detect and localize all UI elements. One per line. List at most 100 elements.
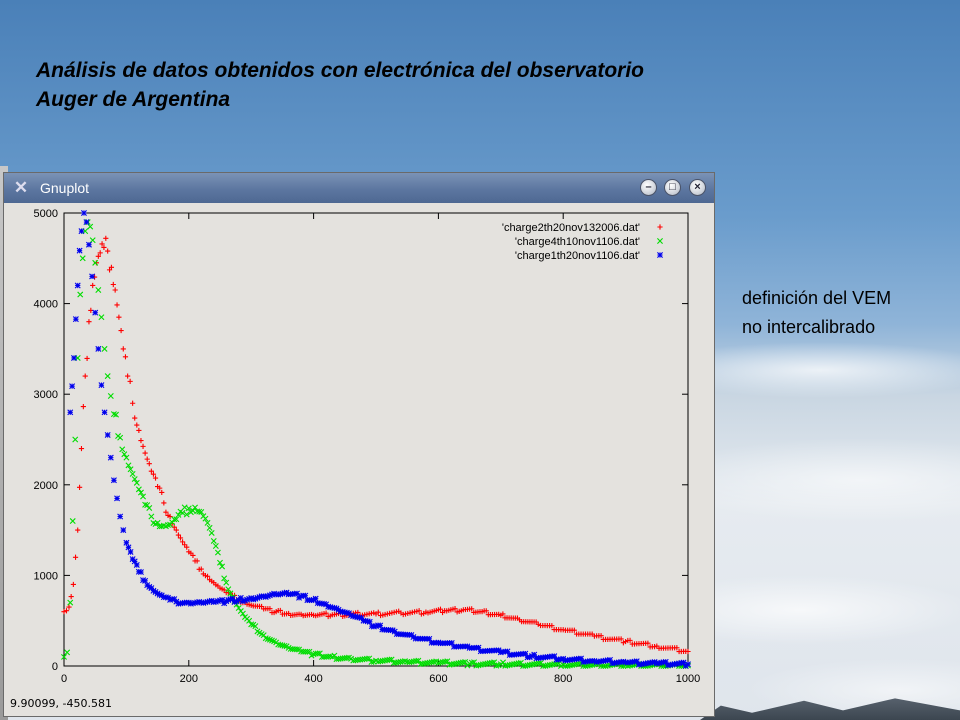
data-point: [119, 446, 126, 453]
data-point: [406, 659, 413, 666]
y-tick-label: 2000: [34, 480, 58, 492]
data-point: [107, 454, 114, 461]
data-point: [446, 661, 453, 668]
minimize-icon[interactable]: –: [640, 179, 657, 196]
data-point: [239, 598, 246, 605]
data-point: [152, 475, 159, 481]
data-point: [196, 508, 203, 515]
data-point: [375, 609, 381, 615]
data-point: [198, 508, 205, 515]
maximize-icon[interactable]: □: [664, 179, 681, 196]
data-point: [448, 639, 455, 646]
data-point: [150, 471, 157, 477]
legend: 'charge2th20nov132006.dat' 'charge4th10no…: [502, 222, 663, 262]
window-titlebar[interactable]: ✕ Gnuplot – □ ×: [4, 173, 714, 203]
data-point: [331, 652, 338, 659]
data-point: [110, 477, 117, 484]
data-point: [210, 537, 217, 544]
data-point: [127, 466, 134, 473]
close-icon[interactable]: ×: [689, 179, 706, 196]
data-point: [504, 662, 511, 669]
plot-frame: [63, 212, 689, 667]
data-point: [214, 598, 221, 605]
data-point: [366, 618, 373, 625]
data-point: [645, 640, 651, 646]
data-point: [95, 253, 101, 259]
data-point: [185, 505, 192, 512]
data-point: [171, 516, 178, 523]
data-point: [112, 287, 118, 293]
window-title: Gnuplot: [40, 180, 90, 196]
data-point: [206, 524, 213, 531]
data-point: [388, 656, 395, 663]
data-point: [529, 653, 535, 660]
data-point: [212, 598, 219, 605]
data-point: [125, 462, 132, 469]
data-point: [444, 658, 451, 665]
x-tick-label: 600: [429, 673, 447, 685]
data-point: [144, 456, 150, 462]
data-point: [122, 354, 129, 360]
data-point: [125, 373, 131, 379]
data-point: [239, 610, 246, 617]
data-point: [127, 378, 133, 384]
data-point: [526, 654, 533, 661]
axes: 0 200 400 600 800 1000 0 1000 2000 3000 4000 5000: [34, 208, 701, 685]
data-point: [483, 608, 489, 614]
data-point: [473, 662, 480, 669]
data-point: [437, 606, 444, 612]
data-point: [104, 431, 111, 438]
data-point: [77, 484, 83, 490]
x-tick-label: 0: [61, 673, 67, 685]
data-point: [469, 606, 475, 612]
gnuplot-window: ✕ Gnuplot – □ × 0 200 400 600 800 1000 0 1000 20…: [3, 172, 715, 717]
data-point: [348, 612, 355, 619]
data-point: [131, 476, 138, 483]
data-point: [529, 661, 535, 668]
data-point: [674, 645, 680, 651]
data-point: [89, 237, 96, 244]
data-point: [531, 651, 538, 658]
data-point: [413, 658, 420, 665]
data-point: [146, 504, 153, 511]
data-point: [179, 509, 186, 516]
x-tick-label: 200: [180, 673, 198, 685]
data-point: [64, 649, 71, 656]
legend-label: 'charge2th20nov132006.dat': [502, 222, 640, 234]
data-point: [101, 244, 107, 251]
data-point: [123, 539, 130, 546]
data-point: [198, 566, 204, 572]
plot-canvas[interactable]: 0 200 400 600 800 1000 0 1000 2000 3000 4000 5000 '…: [4, 203, 714, 696]
data-point: [140, 493, 147, 500]
data-point: [127, 548, 134, 555]
data-point: [475, 662, 482, 669]
data-point: [84, 355, 90, 362]
data-point: [377, 622, 384, 629]
data-point: [184, 544, 190, 550]
data-point: [225, 586, 232, 593]
data-point: [459, 659, 466, 666]
data-point: [67, 409, 74, 416]
legend-label: 'charge1th20nov1106.dat': [515, 250, 640, 262]
data-point: [185, 599, 192, 606]
data-point: [80, 404, 86, 410]
data-point: [417, 661, 424, 668]
data-point: [117, 434, 124, 441]
data-point: [415, 657, 422, 664]
data-point: [208, 529, 215, 536]
data-point: [142, 577, 149, 584]
data-point: [107, 393, 114, 400]
x-tick-label: 1000: [676, 673, 700, 685]
data-point: [142, 501, 149, 508]
data-point: [110, 281, 116, 288]
x-logo-icon[interactable]: ✕: [13, 178, 29, 197]
coordinate-readout: 9.90099, -450.581: [10, 697, 112, 710]
legend-marker: [657, 252, 663, 258]
data-point: [196, 598, 203, 605]
data-point: [142, 450, 148, 456]
data-point: [484, 660, 491, 667]
data-point: [404, 658, 411, 665]
data-point: [202, 515, 209, 522]
data-point: [260, 593, 267, 600]
data-point: [120, 346, 126, 352]
